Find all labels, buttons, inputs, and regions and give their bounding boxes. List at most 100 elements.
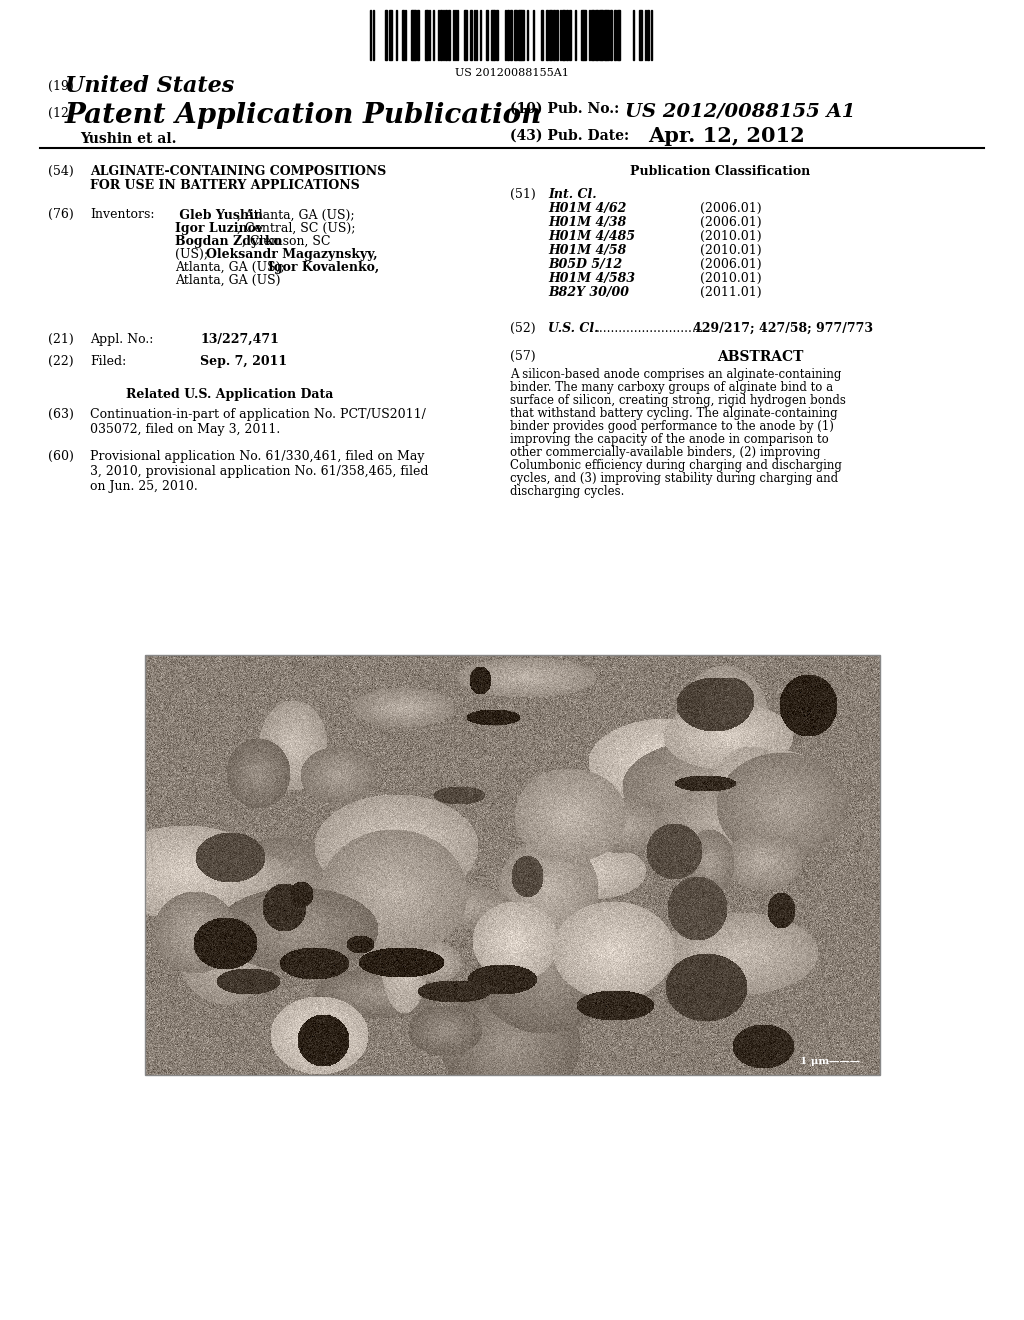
Bar [515, 11, 517, 59]
Bar [617, 11, 618, 59]
Text: Columbonic efficiency during charging and discharging: Columbonic efficiency during charging an… [510, 459, 842, 473]
Text: Gleb Yushin: Gleb Yushin [175, 209, 263, 222]
Bar [595, 11, 597, 59]
Bar [465, 11, 467, 59]
Bar [449, 11, 450, 59]
Text: (12): (12) [48, 107, 74, 120]
Text: (52): (52) [510, 322, 536, 335]
Text: FOR USE IN BATTERY APPLICATIONS: FOR USE IN BATTERY APPLICATIONS [90, 180, 359, 191]
Text: (2010.01): (2010.01) [700, 272, 762, 285]
Text: ABSTRACT: ABSTRACT [717, 350, 803, 364]
Bar [647, 11, 649, 59]
Bar [440, 11, 442, 59]
Bar [606, 11, 609, 59]
Text: binder. The many carboxy groups of alginate bind to a: binder. The many carboxy groups of algin… [510, 381, 834, 393]
Text: ALGINATE-CONTAINING COMPOSITIONS: ALGINATE-CONTAINING COMPOSITIONS [90, 165, 386, 178]
Text: Int. Cl.: Int. Cl. [548, 187, 597, 201]
Bar [490, 11, 494, 59]
Bar [569, 11, 571, 59]
Bar [389, 11, 392, 59]
Bar [546, 11, 548, 59]
Text: (2006.01): (2006.01) [700, 202, 762, 215]
Bar [417, 11, 419, 59]
Bar [591, 11, 593, 59]
Bar [402, 11, 404, 59]
Text: (2006.01): (2006.01) [700, 257, 762, 271]
Text: Patent Application Publication: Patent Application Publication [65, 102, 543, 129]
Text: that withstand battery cycling. The alginate-containing: that withstand battery cycling. The algi… [510, 407, 838, 420]
Text: Igor Luzinov: Igor Luzinov [175, 222, 263, 235]
Text: Atlanta, GA (US);: Atlanta, GA (US); [175, 261, 289, 275]
Text: (57): (57) [510, 350, 536, 363]
Text: B05D 5/12: B05D 5/12 [548, 257, 623, 271]
Text: (51): (51) [510, 187, 536, 201]
Text: Publication Classification: Publication Classification [630, 165, 810, 178]
Text: H01M 4/485: H01M 4/485 [548, 230, 635, 243]
Text: cycles, and (3) improving stability during charging and: cycles, and (3) improving stability duri… [510, 473, 838, 484]
Bar [549, 11, 552, 59]
Text: Atlanta, GA (US): Atlanta, GA (US) [175, 275, 281, 286]
Text: (2010.01): (2010.01) [700, 244, 762, 257]
Text: H01M 4/38: H01M 4/38 [548, 216, 627, 228]
Text: Apr. 12, 2012: Apr. 12, 2012 [648, 125, 805, 147]
Text: H01M 4/58: H01M 4/58 [548, 244, 627, 257]
Bar [583, 11, 586, 59]
Text: (63): (63) [48, 408, 74, 421]
Text: (54): (54) [48, 165, 74, 178]
Bar [521, 11, 524, 59]
Text: 13/227,471: 13/227,471 [200, 333, 279, 346]
Text: binder provides good performance to the anode by (1): binder provides good performance to the … [510, 420, 834, 433]
Text: (2010.01): (2010.01) [700, 230, 762, 243]
Bar [412, 11, 415, 59]
Bar [145, 655, 880, 1074]
Text: (43) Pub. Date:: (43) Pub. Date: [510, 129, 629, 143]
Text: , Central, SC (US);: , Central, SC (US); [237, 222, 355, 235]
Text: Filed:: Filed: [90, 355, 126, 368]
Text: discharging cycles.: discharging cycles. [510, 484, 625, 498]
Text: (US);: (US); [175, 248, 212, 261]
Bar [599, 11, 601, 59]
Text: Continuation-in-part of application No. PCT/US2011/
035072, filed on May 3, 2011: Continuation-in-part of application No. … [90, 408, 426, 436]
Text: Sep. 7, 2011: Sep. 7, 2011 [200, 355, 287, 368]
Text: (76): (76) [48, 209, 74, 220]
Text: Oleksandr Magazynskyy,: Oleksandr Magazynskyy, [206, 248, 378, 261]
Text: , Clemson, SC: , Clemson, SC [242, 235, 331, 248]
Text: (2011.01): (2011.01) [700, 286, 762, 300]
Text: B82Y 30/00: B82Y 30/00 [548, 286, 629, 300]
Bar [470, 11, 472, 59]
Text: Igor Kovalenko,: Igor Kovalenko, [267, 261, 379, 275]
Text: 429/217; 427/58; 977/773: 429/217; 427/58; 977/773 [693, 322, 873, 335]
Text: Inventors:: Inventors: [90, 209, 155, 220]
Bar [639, 11, 642, 59]
Text: 1 μm———: 1 μm——— [800, 1057, 860, 1067]
Text: ............................: ............................ [596, 322, 705, 335]
Text: H01M 4/583: H01M 4/583 [548, 272, 635, 285]
Text: US 2012/0088155 A1: US 2012/0088155 A1 [625, 102, 855, 120]
Text: (21): (21) [48, 333, 74, 346]
Text: improving the capacity of the anode in comparison to: improving the capacity of the anode in c… [510, 433, 828, 446]
Text: surface of silicon, creating strong, rigid hydrogen bonds: surface of silicon, creating strong, rig… [510, 393, 846, 407]
Text: Bogdan Zdyrko: Bogdan Zdyrko [175, 235, 282, 248]
Text: United States: United States [65, 75, 234, 96]
Text: (22): (22) [48, 355, 74, 368]
Text: US 20120088155A1: US 20120088155A1 [455, 69, 569, 78]
Bar [541, 11, 543, 59]
Text: Related U.S. Application Data: Related U.S. Application Data [126, 388, 334, 401]
Text: (10) Pub. No.:: (10) Pub. No.: [510, 102, 620, 116]
Text: (60): (60) [48, 450, 74, 463]
Bar [496, 11, 498, 59]
Bar [581, 11, 583, 59]
Bar [486, 11, 488, 59]
Text: Yushin et al.: Yushin et al. [80, 132, 176, 147]
Text: (19): (19) [48, 81, 74, 92]
Bar [553, 11, 555, 59]
Text: H01M 4/62: H01M 4/62 [548, 202, 627, 215]
Text: (2006.01): (2006.01) [700, 216, 762, 228]
Text: , Atlanta, GA (US);: , Atlanta, GA (US); [237, 209, 354, 222]
Text: U.S. Cl.: U.S. Cl. [548, 322, 598, 335]
Text: Provisional application No. 61/330,461, filed on May
3, 2010, provisional applic: Provisional application No. 61/330,461, … [90, 450, 428, 492]
Bar [614, 11, 616, 59]
Bar [425, 11, 427, 59]
Bar [556, 11, 558, 59]
Text: Appl. No.:: Appl. No.: [90, 333, 154, 346]
